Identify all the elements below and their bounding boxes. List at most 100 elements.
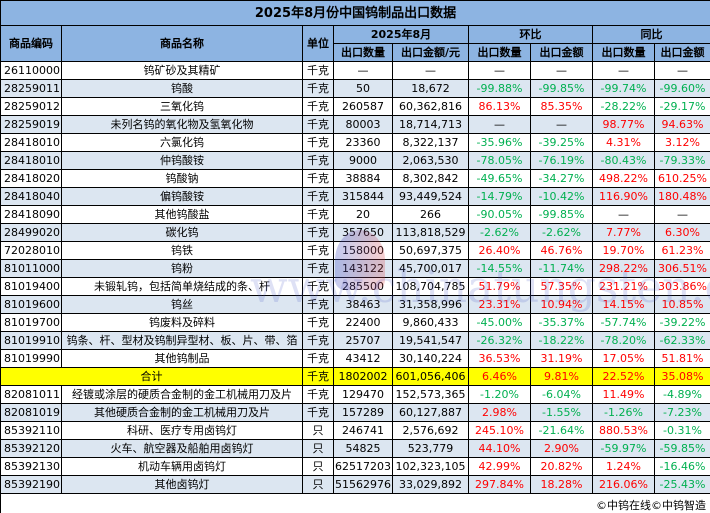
cell-name: 火车、航空器及船舶用卤钨灯 bbox=[61, 439, 303, 458]
cell-yoy-qty: 11.49% bbox=[592, 385, 655, 404]
cell-code: 85392190 bbox=[0, 475, 62, 494]
cell-mom-amount: 2.90% bbox=[530, 439, 593, 458]
cell-name: 钨条、杆、型材及钨制异型材、板、片、带、箔 bbox=[61, 331, 303, 350]
cell-yoy-qty: 116.90% bbox=[592, 187, 655, 206]
cell-yoy-qty: 498.22% bbox=[592, 169, 655, 188]
cell-qty: — bbox=[333, 61, 393, 80]
cell-yoy-qty: 7.77% bbox=[592, 223, 655, 242]
cell-code: 81011000 bbox=[0, 259, 62, 278]
header-yoy: 同比 bbox=[591, 25, 710, 44]
cell-amount: 30,140,224 bbox=[392, 349, 469, 368]
cell-yoy-qty: -57.74% bbox=[592, 313, 655, 332]
cell-mom-amount: 31.19% bbox=[530, 349, 593, 368]
cell-name: 未锻轧钨，包括简单烧结成的条、杆 bbox=[61, 277, 303, 296]
cell-name: 机动车辆用卤钨灯 bbox=[61, 457, 303, 476]
cell-amount: 113,818,529 bbox=[392, 223, 469, 242]
cell-qty: 43412 bbox=[333, 349, 393, 368]
cell-mom-amount: -99.85% bbox=[530, 205, 593, 224]
cell-qty: 129470 bbox=[333, 385, 393, 404]
cell-yoy-amount: 10.85% bbox=[653, 295, 710, 314]
cell-mom-qty: 26.40% bbox=[468, 241, 531, 260]
cell-yoy-amount: 6.30% bbox=[653, 223, 710, 242]
cell-name: 经镀或涂层的硬质合金制的金工机械用刀及片 bbox=[61, 385, 303, 404]
cell-qty: 38884 bbox=[333, 169, 393, 188]
cell-yoy-amount: — bbox=[653, 61, 710, 80]
table-row: 28259011 钨酸 千克 50 18,672 -99.88% -99.85% -99.74… bbox=[0, 79, 710, 98]
cell-mom-qty: — bbox=[468, 115, 531, 134]
table-row: 82081019 其他硬质合金制的金工机械用刀及片 千克 157289 60,127,8… bbox=[0, 403, 710, 422]
cell-name: 科研、医疗专用卤钨灯 bbox=[61, 421, 303, 440]
cell-qty: 38463 bbox=[333, 295, 393, 314]
cell-yoy-qty: 298.22% bbox=[592, 259, 655, 278]
cell-amount: 601,056,406 bbox=[392, 367, 469, 386]
cell-mom-amount: -99.85% bbox=[530, 79, 593, 98]
cell-mom-qty: -78.05% bbox=[468, 151, 531, 170]
cell-yoy-qty: -99.74% bbox=[592, 79, 655, 98]
cell-qty: 246741 bbox=[333, 421, 393, 440]
cell-yoy-amount: — bbox=[653, 205, 710, 224]
cell-unit: 千克 bbox=[302, 205, 334, 224]
cell-yoy-amount: 35.08% bbox=[653, 367, 710, 386]
header-qty: 出口数量 bbox=[333, 43, 393, 62]
cell-mom-qty: 51.79% bbox=[468, 277, 531, 296]
cell-qty: 143122 bbox=[333, 259, 393, 278]
cell-mom-amount: 10.94% bbox=[530, 295, 593, 314]
cell-mom-amount: 85.35% bbox=[530, 97, 593, 116]
cell-mom-amount: 46.76% bbox=[530, 241, 593, 260]
table-row: 26110000 钨矿砂及其精矿 千克 — — — — — — bbox=[0, 61, 710, 80]
cell-amount: 45,700,017 bbox=[392, 259, 469, 278]
cell-qty: 260587 bbox=[333, 97, 393, 116]
cell-amount: 31,358,996 bbox=[392, 295, 469, 314]
cell-unit: 千克 bbox=[302, 331, 334, 350]
cell-unit: 只 bbox=[302, 439, 334, 458]
cell-unit: 千克 bbox=[302, 277, 334, 296]
cell-yoy-qty: 22.52% bbox=[592, 367, 655, 386]
cell-unit: 千克 bbox=[302, 133, 334, 152]
table-row: 28418040 偏钨酸铵 千克 315844 93,449,524 -14.79% -10… bbox=[0, 187, 710, 206]
cell-mom-qty: -45.00% bbox=[468, 313, 531, 332]
cell-amount: 93,449,524 bbox=[392, 187, 469, 206]
cell-name: 钨废料及碎料 bbox=[61, 313, 303, 332]
cell-code: 81019600 bbox=[0, 295, 62, 314]
cell-qty: 22400 bbox=[333, 313, 393, 332]
table-row: 28499020 碳化钨 千克 357650 113,818,529 -2.62% -2.6… bbox=[0, 223, 710, 242]
cell-code: 28259011 bbox=[0, 79, 62, 98]
header-period: 2025年8月 bbox=[333, 25, 469, 44]
cell-unit: 只 bbox=[302, 457, 334, 476]
cell-yoy-qty: 14.15% bbox=[592, 295, 655, 314]
cell-code: 82081011 bbox=[0, 385, 62, 404]
cell-amount: 9,860,433 bbox=[392, 313, 469, 332]
cell-yoy-qty: — bbox=[592, 205, 655, 224]
header-yoy-qty: 出口数量 bbox=[592, 43, 655, 62]
cell-yoy-qty: -1.26% bbox=[592, 403, 655, 422]
header-mom: 环比 bbox=[468, 25, 593, 44]
cell-unit: 千克 bbox=[302, 151, 334, 170]
cell-mom-qty: -1.20% bbox=[468, 385, 531, 404]
cell-mom-amount: -11.74% bbox=[530, 259, 593, 278]
cell-yoy-qty: 17.05% bbox=[592, 349, 655, 368]
cell-amount: 2,576,692 bbox=[392, 421, 469, 440]
cell-unit: 千克 bbox=[302, 313, 334, 332]
cell-qty: 1802002 bbox=[333, 367, 393, 386]
cell-unit: 千克 bbox=[302, 79, 334, 98]
cell-name: 其他钨酸盐 bbox=[61, 205, 303, 224]
cell-name: 钨粉 bbox=[61, 259, 303, 278]
cell-code: 28418090 bbox=[0, 205, 62, 224]
table-row: 81019910 钨条、杆、型材及钨制异型材、板、片、带、箔 千克 25707 19,5… bbox=[0, 331, 710, 350]
cell-unit: 千克 bbox=[302, 367, 334, 386]
cell-mom-qty: 44.10% bbox=[468, 439, 531, 458]
cell-mom-qty: 23.31% bbox=[468, 295, 531, 314]
cell-mom-amount: 20.82% bbox=[530, 457, 593, 476]
cell-unit: 千克 bbox=[302, 97, 334, 116]
table-row: 28418090 其他钨酸盐 千克 20 266 -90.05% -99.85% — — bbox=[0, 205, 710, 224]
cell-code: 28259012 bbox=[0, 97, 62, 116]
cell-name: 六氯化钨 bbox=[61, 133, 303, 152]
cell-qty: 315844 bbox=[333, 187, 393, 206]
table-row: 81011000 钨粉 千克 143122 45,700,017 -14.55% -11.7… bbox=[0, 259, 710, 278]
table-title: 2025年8月份中国钨制品出口数据 bbox=[0, 0, 710, 26]
cell-yoy-amount: -4.89% bbox=[653, 385, 710, 404]
cell-mom-amount: -18.22% bbox=[530, 331, 593, 350]
cell-unit: 千克 bbox=[302, 61, 334, 80]
cell-yoy-qty: 19.70% bbox=[592, 241, 655, 260]
cell-code: 81019700 bbox=[0, 313, 62, 332]
